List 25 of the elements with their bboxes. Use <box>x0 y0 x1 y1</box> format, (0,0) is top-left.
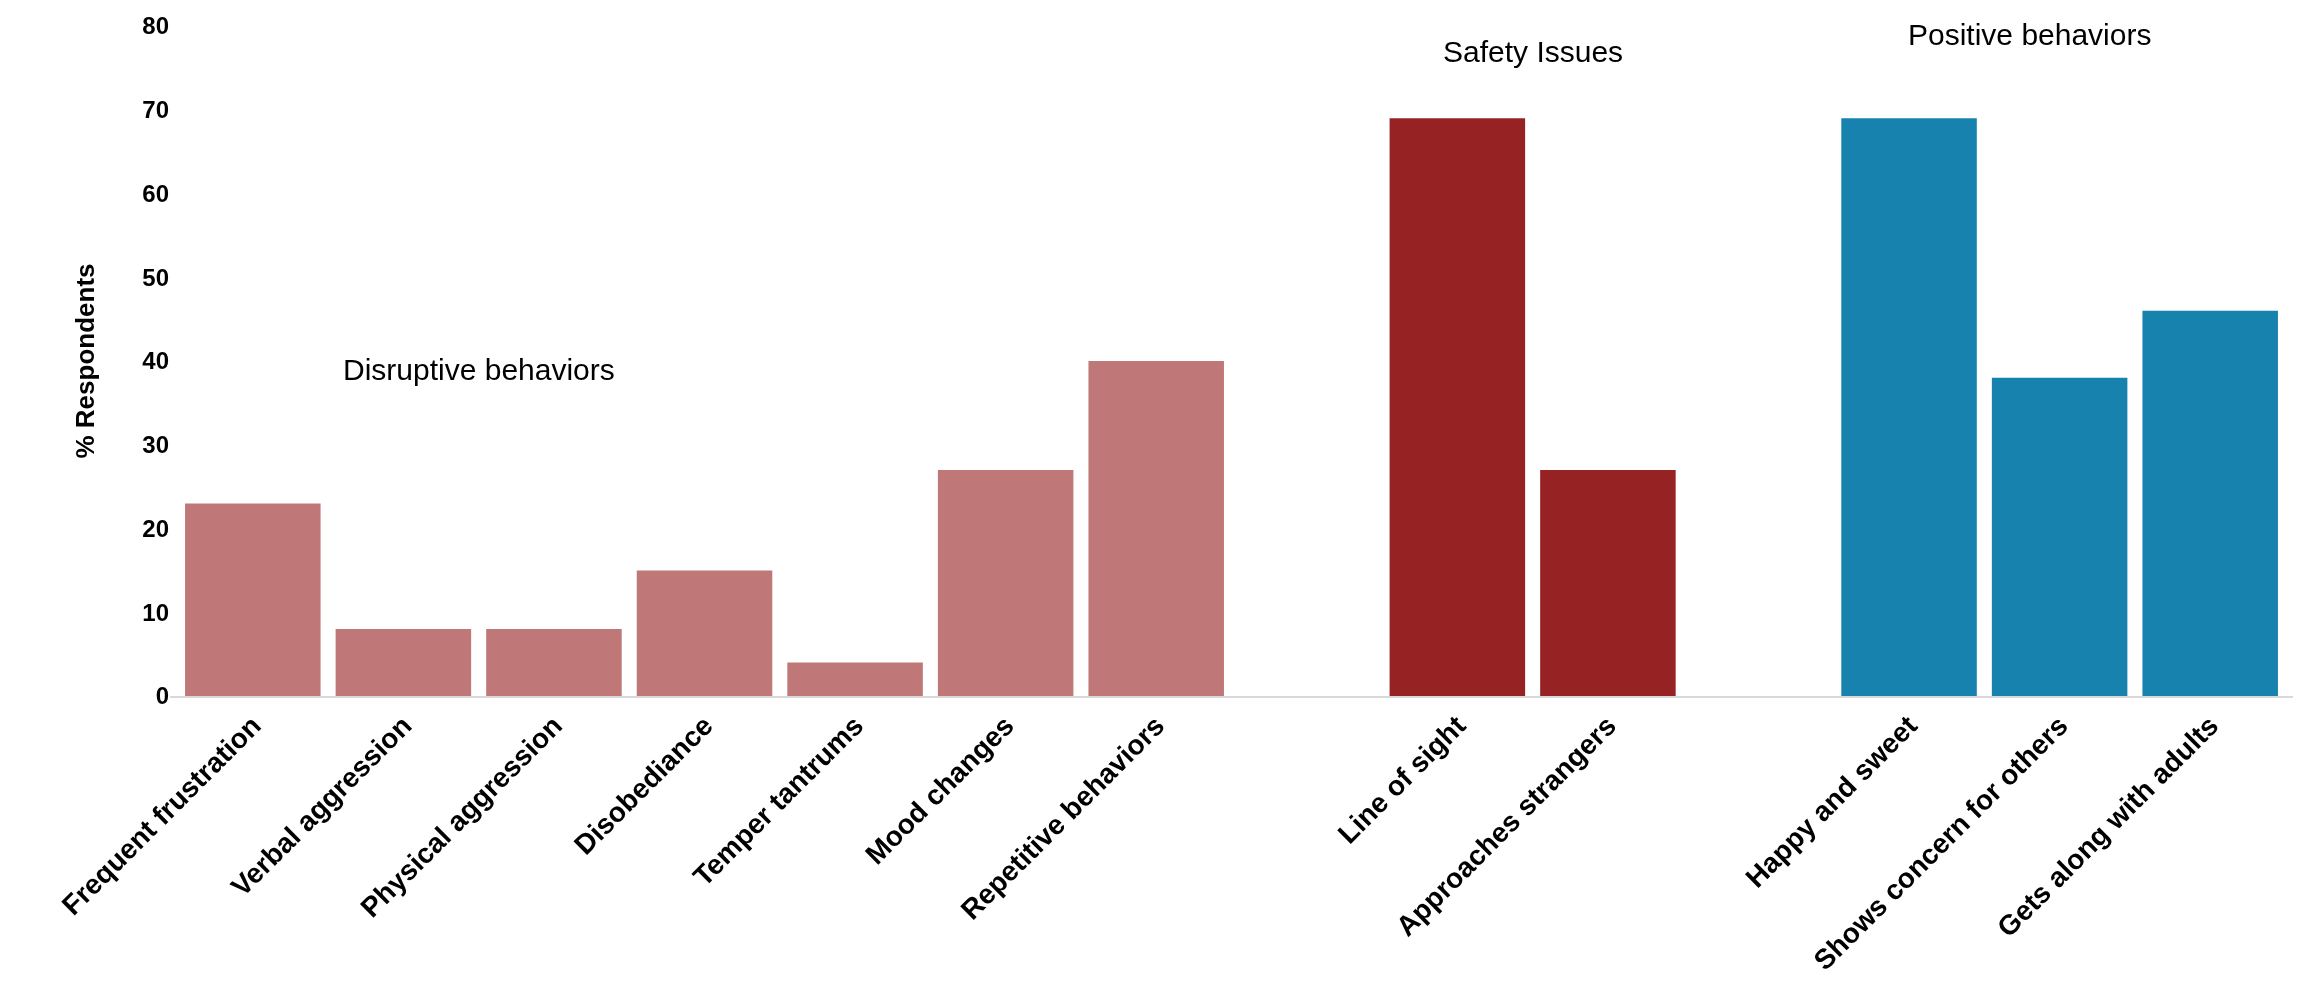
y-axis-title: % Respondents <box>69 263 100 459</box>
y-tick-label: 20 <box>142 514 169 542</box>
bar <box>185 503 321 696</box>
y-tick-label: 0 <box>155 682 169 710</box>
bar <box>2142 310 2278 696</box>
y-tick-label: 80 <box>142 12 169 40</box>
y-tick-label: 30 <box>142 431 169 459</box>
bar <box>937 469 1074 696</box>
y-tick-label: 70 <box>142 96 169 124</box>
annotation: Safety Issues <box>1443 35 1624 68</box>
bar <box>787 662 923 696</box>
bar <box>1088 361 1224 696</box>
bar <box>636 570 773 696</box>
bar <box>1841 118 1977 696</box>
bar <box>486 629 622 696</box>
annotation: Positive behaviors <box>1908 18 2152 51</box>
annotation: Disruptive behaviors <box>343 353 615 386</box>
y-tick-label: 10 <box>142 598 169 626</box>
y-tick-label: 40 <box>142 347 169 375</box>
bar <box>1389 118 1526 696</box>
bar <box>1991 377 2128 696</box>
y-tick-label: 60 <box>142 179 169 207</box>
y-tick-label: 50 <box>142 263 169 291</box>
bar <box>1540 469 1676 696</box>
bar <box>335 629 472 696</box>
